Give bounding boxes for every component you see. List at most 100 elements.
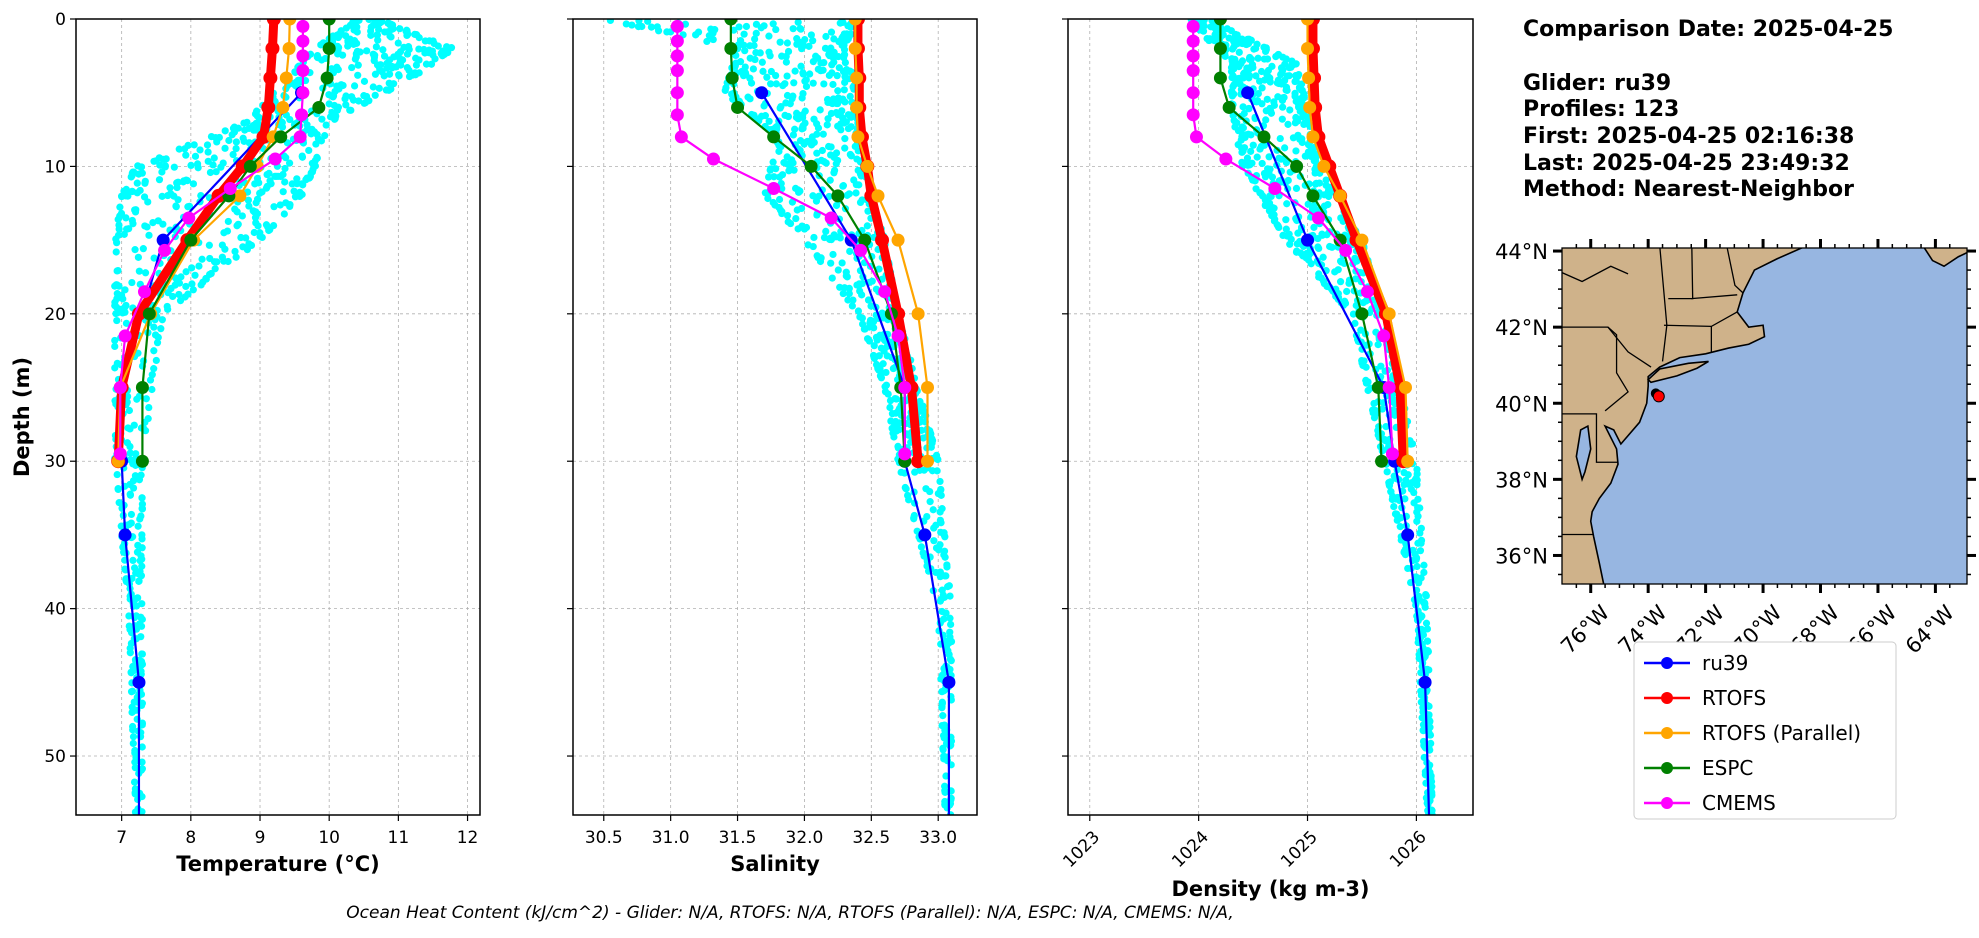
- series-marker: [1186, 19, 1200, 33]
- glider-scatter-point: [938, 671, 946, 679]
- legend-label: RTOFS: [1702, 686, 1766, 710]
- legend-item: CMEMS: [1644, 791, 1776, 815]
- series-marker: [850, 71, 864, 85]
- glider-scatter-point: [308, 125, 316, 133]
- glider-scatter-point: [342, 101, 350, 109]
- glider-scatter-point: [841, 135, 849, 143]
- glider-scatter-point: [232, 145, 240, 153]
- glider-scatter-point: [369, 50, 377, 58]
- glider-scatter-point: [118, 192, 126, 201]
- glider-scatter-point: [387, 33, 395, 41]
- glider-scatter-point: [112, 309, 120, 318]
- series-lines: [670, 19, 956, 815]
- glider-scatter-point: [141, 177, 149, 185]
- glider-scatter-point: [159, 155, 167, 164]
- glider-scatter-point: [784, 47, 793, 56]
- glider-scatter-point: [130, 666, 138, 675]
- glider-scatter-point: [1281, 76, 1289, 85]
- glider-scatter-point: [138, 743, 146, 751]
- glider-scatter-point: [1272, 52, 1280, 61]
- glider-scatter-point: [1245, 105, 1253, 113]
- glider-scatter-point: [939, 746, 947, 754]
- series-marker: [261, 100, 276, 115]
- glider-scatter-point: [333, 106, 342, 114]
- glider-scatter-point: [927, 443, 935, 451]
- glider-scatter-point: [1250, 45, 1258, 53]
- glider-scatter-point: [111, 336, 119, 345]
- glider-scatter-point: [1252, 72, 1260, 80]
- density-axis-label: Density (kg m-3): [1171, 877, 1369, 901]
- glider-scatter-point: [1294, 229, 1302, 237]
- glider-scatter-point: [876, 365, 884, 374]
- series-marker: [1317, 159, 1331, 173]
- glider-scatter-point: [854, 307, 863, 315]
- legend-marker: [1661, 727, 1673, 739]
- glider-scatter-point: [1254, 54, 1262, 62]
- glider-scatter-point: [721, 86, 729, 95]
- glider-scatter-point: [1239, 74, 1248, 82]
- glider-scatter-point: [802, 76, 810, 84]
- glider-scatter-point: [114, 215, 122, 223]
- glider-scatter-point: [1393, 516, 1401, 524]
- glider-scatter-point: [350, 26, 358, 34]
- glider-scatter-point: [280, 210, 288, 218]
- glider-scatter-point: [775, 203, 783, 212]
- glider-scatter-point: [380, 52, 389, 60]
- glider-scatter-point: [181, 293, 189, 301]
- lat-tick-label: 42°N: [1495, 316, 1548, 340]
- glider-scatter-point: [798, 125, 806, 133]
- series-marker: [135, 454, 149, 468]
- glider-scatter-point: [1416, 547, 1425, 555]
- glider-scatter-point: [838, 107, 846, 115]
- glider-scatter-point: [1310, 201, 1318, 210]
- glider-scatter-point: [881, 388, 890, 396]
- glider-scatter-point: [128, 278, 136, 287]
- series-marker: [182, 211, 196, 225]
- glider-scatter-point: [783, 91, 792, 100]
- glider-scatter-point: [1257, 67, 1266, 76]
- glider-scatter-point: [347, 106, 355, 114]
- glider-scatter-point: [1369, 409, 1377, 417]
- series-marker: [322, 19, 336, 26]
- glider-scatter-point: [834, 266, 842, 274]
- legend-label: ru39: [1702, 651, 1748, 675]
- glider-scatter-point: [137, 471, 145, 479]
- glider-scatter-point: [429, 37, 437, 45]
- method: Method: Nearest-Neighbor: [1523, 177, 1854, 202]
- glider-scatter-point: [205, 241, 213, 249]
- glider-scatter-point: [1358, 356, 1366, 365]
- density-panel: 1023 1024 1025 1026 Density (kg m-3): [1059, 18, 1474, 901]
- glider-scatter-point: [1275, 79, 1283, 88]
- glider-scatter-point: [1263, 95, 1271, 103]
- glider-scatter-point: [354, 61, 362, 69]
- glider-scatter-point: [250, 126, 258, 134]
- series-marker: [137, 285, 151, 299]
- glider-scatter-point: [1404, 564, 1412, 573]
- series-marker: [1399, 381, 1412, 395]
- glider-scatter-point: [293, 180, 301, 188]
- glider-scatter-point: [841, 73, 849, 81]
- series-marker: [724, 41, 738, 55]
- glider-scatter-point: [622, 20, 630, 28]
- glider-scatter-point: [253, 107, 261, 115]
- glider-scatter-point: [1411, 550, 1419, 558]
- glider-position-marker: [1652, 390, 1665, 403]
- glider-scatter-point: [122, 214, 130, 222]
- glider-scatter-point: [232, 138, 240, 146]
- series-marker: [670, 108, 684, 122]
- glider-scatter-point: [217, 163, 225, 171]
- glider-scatter-point: [342, 92, 350, 100]
- axes-frame: [572, 18, 978, 816]
- glider-scatter-point: [338, 51, 347, 59]
- glider-scatter-point: [256, 229, 264, 237]
- glider-scatter-point: [772, 25, 780, 34]
- glider-scatter-point: [1334, 266, 1342, 274]
- glider-scatter-point: [138, 494, 146, 502]
- glider-scatter-point: [111, 282, 119, 290]
- series-marker: [268, 152, 282, 166]
- glider-scatter-point: [1258, 142, 1266, 150]
- glider-scatter-point: [131, 246, 139, 254]
- x-tick-label: 1023: [1059, 827, 1104, 872]
- glider-scatter-point: [887, 417, 895, 425]
- glider-scatter-point: [1284, 120, 1292, 128]
